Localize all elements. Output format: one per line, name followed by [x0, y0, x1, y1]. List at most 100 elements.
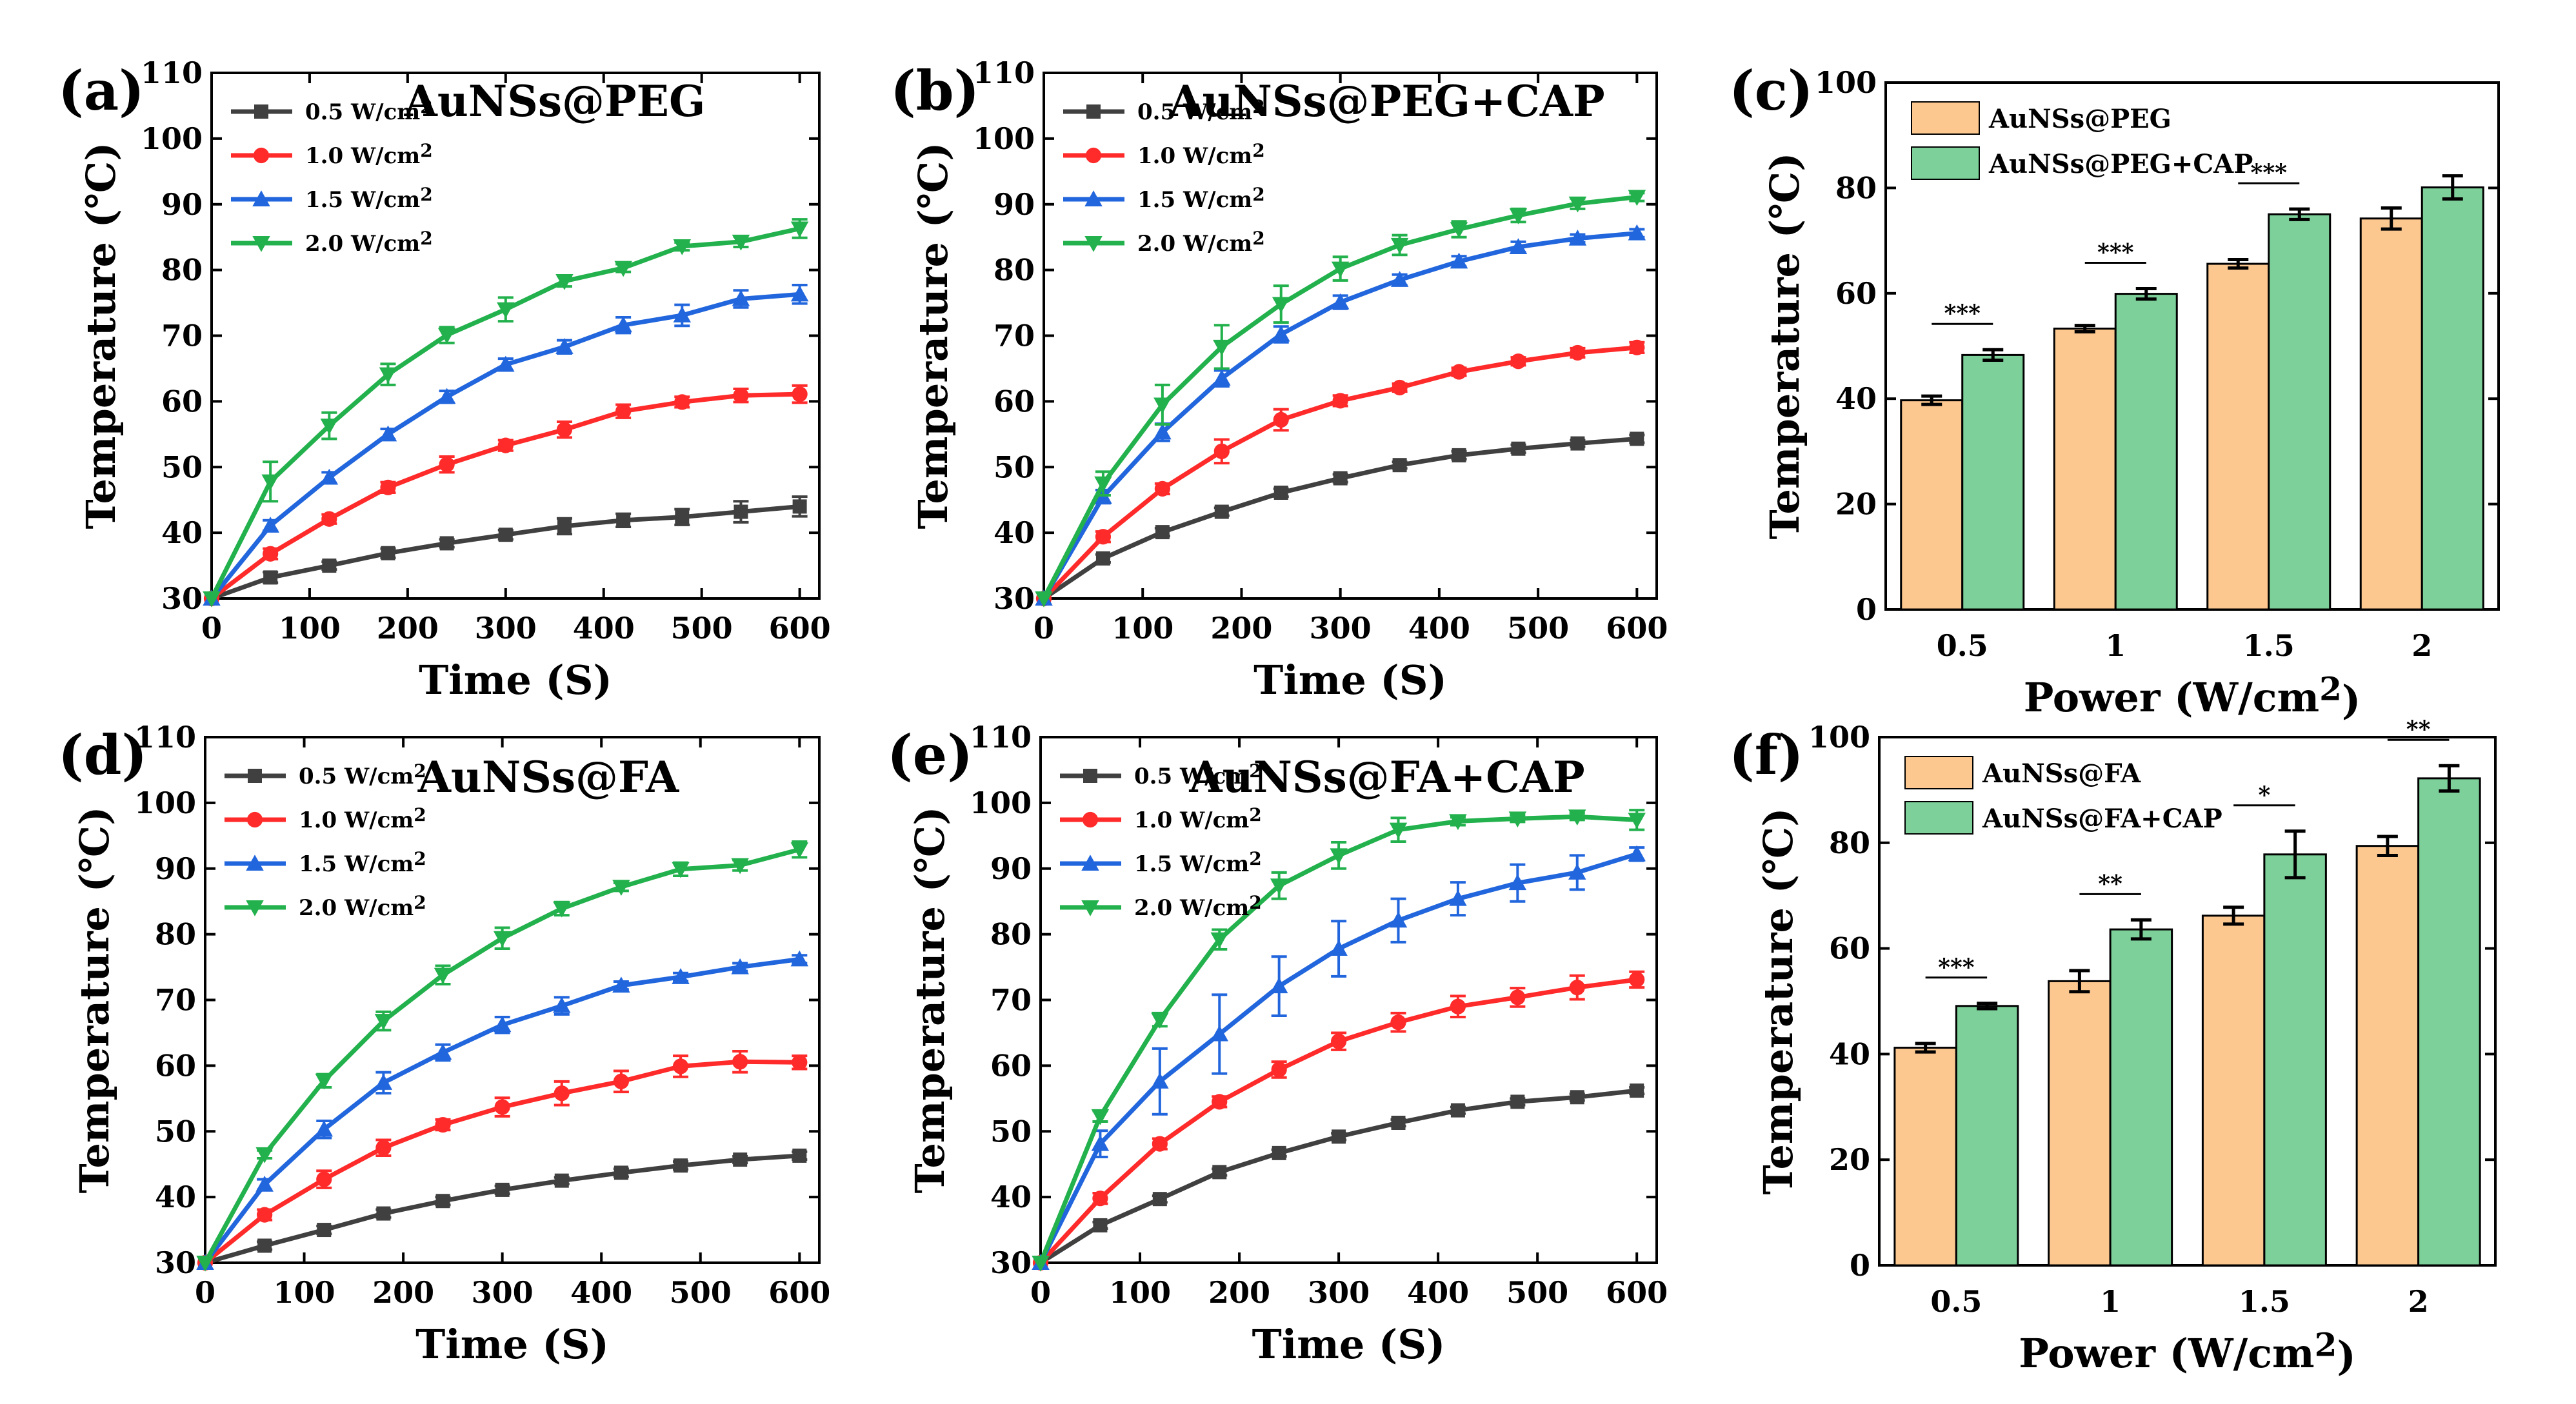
y-tick-label: 60	[993, 384, 1035, 419]
data-point	[375, 1140, 392, 1156]
data-point	[1212, 1165, 1227, 1180]
data-point	[555, 338, 574, 354]
panel-letter: (e)	[887, 723, 973, 787]
data-point	[1451, 364, 1467, 380]
panel-c: (c) 0 20 40 60 80 100 Temperature (℃) 0.5 *** 1 ***…	[1729, 59, 2500, 724]
y-axis-label: Temperature (℃)	[910, 142, 957, 529]
y-tick-label: 20	[1829, 1142, 1870, 1177]
data-point	[263, 546, 279, 562]
series-0	[1033, 1083, 1645, 1270]
data-point	[1628, 845, 1646, 862]
data-point	[263, 570, 278, 585]
data-point	[673, 306, 692, 322]
legend-swatch	[1911, 101, 1980, 135]
data-point	[1449, 889, 1467, 906]
data-point	[1332, 1129, 1346, 1144]
data-point	[1568, 864, 1586, 880]
data-point	[1273, 485, 1288, 500]
legend: 0.5 W/cm2 1.0 W/cm2 1.5 W/cm2 2.0 W/cm2	[1060, 760, 1262, 921]
data-point	[1154, 480, 1170, 497]
x-axis-label: Time (S)	[1252, 1321, 1446, 1368]
legend-label: 0.5 W/cm2	[1137, 96, 1265, 125]
data-point	[381, 546, 395, 560]
data-point	[1390, 237, 1409, 254]
y-tick-label: 80	[1835, 170, 1877, 205]
y-tick-label: 90	[990, 851, 1032, 886]
data-point	[320, 468, 339, 485]
x-tick-label: 600	[1606, 1275, 1668, 1310]
y-tick-label: 110	[973, 55, 1035, 90]
data-point	[1272, 297, 1290, 313]
x-axis-label: Power (W/cm2)	[2019, 1326, 2355, 1380]
bar	[2206, 262, 2270, 611]
data-point	[1095, 551, 1110, 566]
series-2	[203, 284, 809, 606]
data-point	[1510, 353, 1526, 370]
plot-frame	[210, 72, 821, 600]
series-3	[1032, 809, 1646, 1272]
series-line	[1039, 1088, 1637, 1265]
data-point	[1510, 989, 1526, 1005]
legend-label: 1.0 W/cm2	[305, 140, 433, 169]
data-point	[1508, 811, 1527, 828]
y-tick-label: 100	[1815, 65, 1877, 100]
y-axis-label: Temperature (℃)	[77, 142, 125, 529]
data-point	[1091, 1134, 1110, 1151]
data-point	[612, 976, 630, 993]
data-point	[792, 499, 807, 514]
legend-marker	[252, 236, 270, 252]
y-axis-label: Temperature (℃)	[1755, 807, 1802, 1194]
data-point	[1630, 431, 1644, 446]
significance-label: ***	[2251, 159, 2288, 186]
x-tick-label: 600	[768, 1275, 830, 1310]
y-axis-label: Temperature (℃)	[1761, 152, 1808, 539]
x-tick-label: 300	[472, 1275, 534, 1310]
panel-letter: (d)	[58, 723, 147, 787]
data-point	[732, 234, 750, 251]
data-point	[261, 517, 279, 533]
y-tick-label: 100	[970, 786, 1032, 820]
plot-frame	[204, 736, 821, 1264]
data-point	[615, 403, 632, 419]
data-point	[1510, 1094, 1525, 1109]
data-point	[1155, 525, 1170, 540]
series-line	[209, 226, 801, 600]
legend-label: 2.0 W/cm2	[305, 228, 433, 257]
bar	[2268, 213, 2331, 611]
x-tick-label: 0	[1030, 1275, 1051, 1310]
x-tick-label: 300	[475, 611, 537, 646]
data-point	[261, 474, 279, 491]
data-point	[1392, 379, 1408, 396]
y-tick-label: 80	[990, 917, 1032, 952]
bar	[1900, 399, 1964, 611]
data-point	[380, 479, 396, 495]
data-point	[1273, 411, 1289, 428]
data-point	[675, 509, 690, 524]
y-tick-label: 80	[155, 917, 196, 952]
data-point	[1568, 229, 1587, 246]
data-point	[732, 290, 750, 306]
data-point	[1330, 940, 1348, 956]
x-tick-label: 400	[570, 1275, 632, 1310]
legend-label: 2.0 W/cm2	[1137, 228, 1265, 257]
data-point	[1270, 977, 1288, 994]
x-tick-label: 300	[1310, 611, 1372, 646]
data-point	[792, 1054, 808, 1071]
data-point	[1152, 1136, 1168, 1152]
legend-label: 1.5 W/cm2	[1137, 184, 1265, 213]
x-tick-label: 0.5	[1930, 1284, 1982, 1319]
data-point	[1212, 1094, 1228, 1110]
legend-label: 0.5 W/cm2	[1134, 760, 1262, 789]
y-tick-label: 30	[155, 1245, 196, 1280]
x-tick-label: 600	[1606, 611, 1668, 646]
data-point	[1630, 1083, 1644, 1098]
data-point	[1330, 848, 1348, 865]
data-point	[672, 968, 690, 984]
data-point	[434, 967, 452, 984]
y-tick-label: 50	[990, 1114, 1032, 1149]
data-point	[733, 1152, 748, 1167]
panel-title: AuNSs@FA+CAP	[1188, 752, 1584, 802]
legend-label: AuNSs@FA	[1982, 758, 2141, 789]
